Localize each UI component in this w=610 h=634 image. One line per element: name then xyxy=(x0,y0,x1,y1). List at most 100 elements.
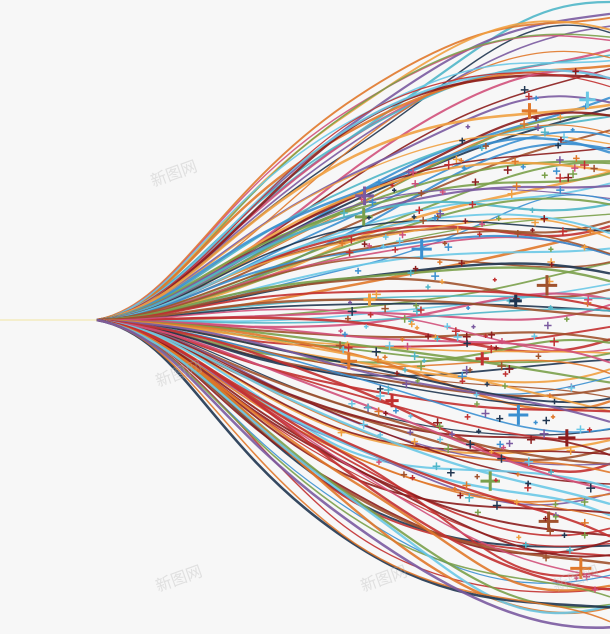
plus-sign xyxy=(418,189,425,197)
wavy-line xyxy=(96,318,610,609)
plus-sign xyxy=(555,173,565,183)
plus-sign xyxy=(348,300,353,305)
plus-sign xyxy=(564,173,573,182)
plus-sign xyxy=(371,289,381,299)
plus-sign xyxy=(519,119,529,129)
plus-sign xyxy=(525,92,533,100)
plus-sign xyxy=(566,446,575,455)
plus-sign xyxy=(359,196,365,202)
plus-sign xyxy=(408,318,414,325)
plus-sign xyxy=(338,239,346,247)
plus-sign xyxy=(502,371,509,377)
plus-sign xyxy=(479,145,485,152)
plus-sign xyxy=(480,471,500,491)
plus-sign xyxy=(548,305,553,311)
plus-sign xyxy=(506,440,513,447)
plus-sign xyxy=(385,341,394,351)
plus-sign xyxy=(496,415,504,423)
wavy-line xyxy=(96,319,610,364)
plus-sign xyxy=(464,493,474,503)
plus-sign xyxy=(573,155,580,162)
wavy-line xyxy=(96,72,610,321)
plus-sign xyxy=(557,114,564,121)
plus-sign xyxy=(408,320,415,328)
plus-sign xyxy=(544,321,552,330)
plus-sign xyxy=(479,221,485,227)
wavy-line xyxy=(96,266,610,322)
plus-sign xyxy=(492,501,502,510)
plus-sign xyxy=(439,279,445,285)
plus-sign xyxy=(376,459,382,465)
plus-sign xyxy=(412,307,421,316)
plus-sign xyxy=(437,259,443,265)
plus-sign xyxy=(574,575,579,581)
plus-sign xyxy=(366,243,372,249)
plus-sign xyxy=(488,331,496,339)
plus-sign xyxy=(465,440,475,449)
plus-sign xyxy=(570,127,575,132)
plus-sign xyxy=(382,234,389,240)
plus-sign xyxy=(531,218,539,227)
plus-sign xyxy=(542,554,550,562)
plus-sign xyxy=(542,416,550,425)
plus-sign xyxy=(361,241,368,248)
plus-sign xyxy=(348,400,356,408)
wavy-line xyxy=(96,136,610,322)
wavy-line xyxy=(96,54,610,321)
plus-sign xyxy=(558,429,576,447)
wavy-line xyxy=(96,103,610,322)
plus-sign xyxy=(531,333,538,340)
plus-sign xyxy=(354,267,362,275)
plus-sign xyxy=(548,246,554,252)
plus-sign xyxy=(487,344,496,354)
plus-sign xyxy=(471,324,476,329)
plus-sign xyxy=(411,438,418,446)
plus-sign xyxy=(508,405,529,425)
plus-sign xyxy=(392,246,399,253)
plus-sign xyxy=(399,231,406,239)
plus-sign xyxy=(484,381,490,387)
plus-sign xyxy=(410,352,419,360)
plus-sign xyxy=(412,265,419,272)
plus-sign xyxy=(581,243,588,251)
plus-sign xyxy=(402,380,411,389)
plus-sign xyxy=(432,214,438,221)
plus-sign xyxy=(572,68,579,75)
plus-sign xyxy=(355,186,374,206)
plus-sign xyxy=(366,215,372,220)
plus-sign xyxy=(580,498,589,506)
plus-sign xyxy=(437,436,444,443)
plus-sign xyxy=(425,284,431,290)
plus-sign xyxy=(587,227,594,235)
plus-sign xyxy=(524,457,534,466)
plus-sign xyxy=(474,509,481,516)
plus-sign xyxy=(400,471,408,478)
plus-sign xyxy=(457,492,464,499)
plus-sign xyxy=(347,306,357,316)
plus-sign xyxy=(403,342,412,351)
plus-sign xyxy=(512,182,521,191)
plus-sign xyxy=(514,229,522,238)
plus-sign xyxy=(390,183,395,188)
plus-sign xyxy=(393,407,399,414)
plus-sign xyxy=(461,165,467,171)
plus-sign xyxy=(443,444,453,453)
plus-sign xyxy=(411,214,417,220)
plus-sign xyxy=(551,398,558,405)
wavy-line xyxy=(96,318,610,630)
plus-sign xyxy=(359,420,368,429)
plus-sign xyxy=(340,209,348,217)
wavy-line xyxy=(96,200,610,322)
plus-sign xyxy=(498,337,506,345)
plus-sign xyxy=(580,160,589,170)
plus-sign xyxy=(454,226,461,233)
plus-sign xyxy=(394,370,400,376)
plus-sign xyxy=(415,378,420,384)
plus-sign xyxy=(338,328,343,334)
plus-sign xyxy=(520,85,529,94)
plus-sign xyxy=(381,304,389,313)
plus-sign xyxy=(419,216,427,225)
plus-sign xyxy=(535,353,542,360)
plus-sign xyxy=(411,180,419,188)
wavy-line xyxy=(96,319,610,485)
